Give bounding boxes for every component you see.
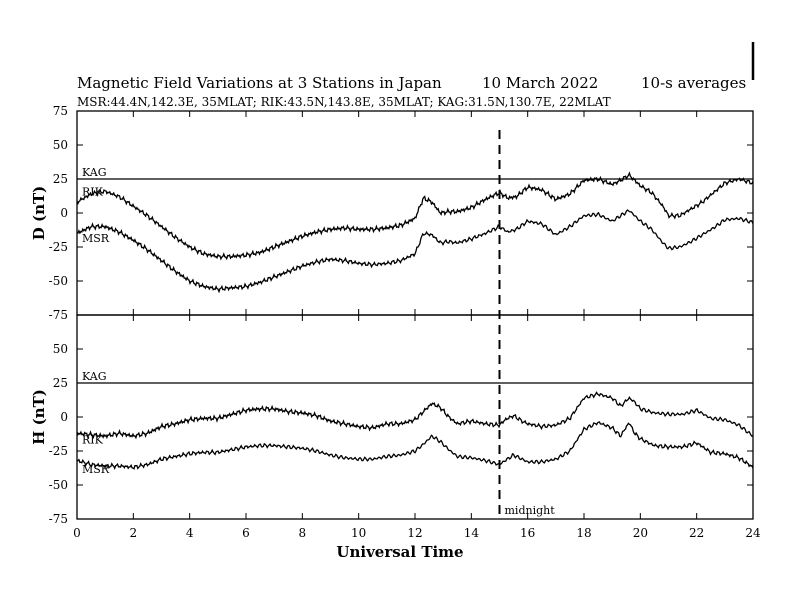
d-ytick-label: -50 [49,274,68,288]
xtick-label: 8 [299,526,307,540]
xtick-label: 10 [351,526,366,540]
h-series-rik [76,391,754,440]
h-series-label-msr: MSR [82,463,110,476]
h-ytick-label: 0 [60,410,68,424]
x-axis-title: Universal Time [336,543,463,561]
h-ytick-label: -75 [49,512,68,526]
midnight-label: midnight [505,504,556,517]
figure-date: 10 March 2022 [482,74,598,92]
h-ytick-label: 50 [53,342,68,356]
d-series-label-kag: KAG [82,166,107,179]
figure-averaging: 10-s averages [641,74,746,92]
xtick-label: 24 [745,526,761,540]
d-y-axis-title: D (nT) [30,186,48,241]
xtick-label: 2 [130,526,138,540]
d-series-msr [76,209,754,294]
d-ytick-label: 50 [53,138,68,152]
xtick-label: 18 [576,526,591,540]
xtick-label: 6 [242,526,250,540]
d-series-label-rik: RIK [82,186,104,199]
h-series-label-rik: RIK [82,433,104,446]
h-ytick-label: -25 [49,444,68,458]
xtick-label: 14 [464,526,480,540]
d-ytick-label: 25 [53,172,68,186]
d-series-label-msr: MSR [82,232,110,245]
h-ytick-label: -50 [49,478,68,492]
d-ytick-label: -25 [49,240,68,254]
h-ytick-label: 25 [53,376,68,390]
xtick-label: 12 [407,526,422,540]
xtick-label: 0 [73,526,81,540]
d-ytick-label: -75 [49,308,68,322]
d-ytick-label: 0 [60,206,68,220]
xtick-label: 4 [186,526,194,540]
h-series-msr [76,421,754,470]
h-series-label-kag: KAG [82,370,107,383]
d-ytick-label: 75 [53,104,68,118]
figure-title: Magnetic Field Variations at 3 Stations … [77,74,442,92]
h-y-axis-title: H (nT) [30,389,48,445]
xtick-label: 16 [520,526,535,540]
d-series-rik [76,171,754,261]
station-coordinates: MSR:44.4N,142.3E, 35MLAT; RIK:43.5N,143.… [77,95,611,109]
xtick-label: 22 [689,526,704,540]
xtick-label: 20 [633,526,648,540]
